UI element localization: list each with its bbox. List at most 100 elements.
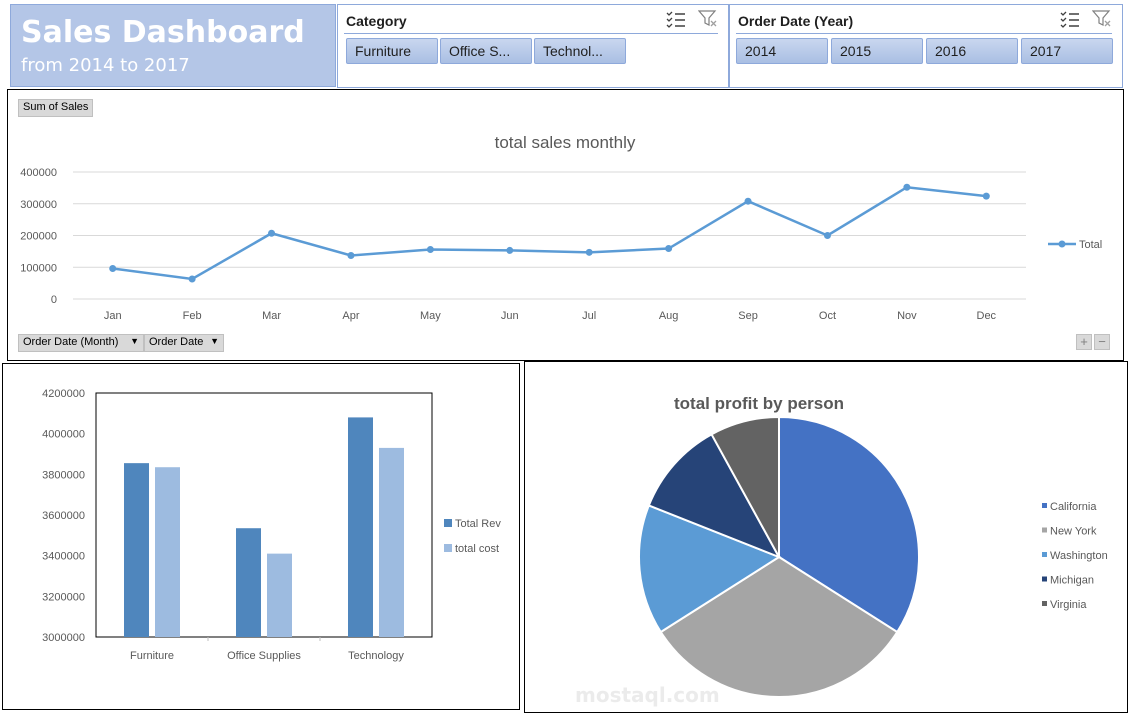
x-tick-label: Office Supplies xyxy=(227,650,301,662)
dropdown-arrow-icon: ▼ xyxy=(130,336,139,346)
pie-slice xyxy=(647,432,782,559)
dashboard-title-box: Sales Dashboard from 2014 to 2017 xyxy=(10,4,336,87)
series-line-total xyxy=(112,185,987,281)
legend-swatch xyxy=(1042,503,1047,508)
y-tick-label: 200000 xyxy=(20,231,57,243)
year-slicer: Order Date (Year) 2014 2015 2016 2017 xyxy=(729,4,1123,88)
bar-chart-panel: 3000000 3200000 3400000 3600000 3800000 40000… xyxy=(2,363,520,710)
bar xyxy=(236,528,261,637)
field-button-label: Order Date xyxy=(149,336,204,348)
slicer-item-2017[interactable]: 2017 xyxy=(1021,38,1113,64)
data-point xyxy=(982,192,990,200)
pie-slice xyxy=(638,504,782,634)
bar xyxy=(348,417,373,637)
x-tick-label: Oct xyxy=(819,310,836,322)
bar xyxy=(267,553,292,637)
x-tick-label: Apr xyxy=(342,310,359,322)
y-tick-label: 400000 xyxy=(20,167,57,179)
bar-legend: Total Rev total cost xyxy=(444,518,501,555)
y-tick-label: 100000 xyxy=(20,262,57,274)
x-tick-label: Nov xyxy=(897,310,917,322)
collapse-field-icon[interactable]: − xyxy=(1094,334,1110,350)
legend-swatch xyxy=(1042,576,1047,582)
legend-label: Washington xyxy=(1050,550,1108,562)
svg-text:mostaql.com: mostaql.com xyxy=(575,683,720,707)
data-point xyxy=(188,275,196,283)
legend-label: Virginia xyxy=(1050,599,1087,611)
order-date-month-field-button[interactable]: Order Date (Month) ▼ xyxy=(18,334,144,352)
dashboard-title: Sales Dashboard xyxy=(21,15,305,50)
pie-slice xyxy=(710,415,780,558)
clear-filter-icon[interactable] xyxy=(1092,10,1112,28)
mostaql-watermark-logo: mostaql.com xyxy=(575,683,720,707)
legend-label: Michigan xyxy=(1050,575,1094,587)
data-point xyxy=(665,245,673,253)
legend-swatch-total-cost xyxy=(444,544,452,552)
legend-label: California xyxy=(1050,501,1097,513)
x-tick-label: May xyxy=(420,310,441,322)
legend-swatch-total-rev xyxy=(444,519,452,527)
slicer-item-2014[interactable]: 2014 xyxy=(736,38,828,64)
x-tick-label: Mar xyxy=(262,310,281,322)
plot-area-border xyxy=(95,392,433,638)
x-tick-label: Jul xyxy=(582,310,596,322)
legend-label: New York xyxy=(1050,526,1097,538)
year-slicer-header: Order Date (Year) xyxy=(738,13,854,29)
bar xyxy=(379,447,404,637)
data-point xyxy=(268,229,276,237)
multi-select-icon[interactable] xyxy=(666,10,686,28)
x-tick-label: Technology xyxy=(348,650,404,662)
slicer-item-furniture[interactable]: Furniture xyxy=(346,38,438,64)
line-chart-title: total sales monthly xyxy=(495,133,636,152)
field-button-label: Order Date (Month) xyxy=(23,336,119,348)
slicer-divider xyxy=(736,33,1112,34)
x-tick-label: Feb xyxy=(183,310,202,322)
category-slicer: Category Furniture Office S... Technol..… xyxy=(337,4,729,88)
expand-field-icon[interactable]: + xyxy=(1076,334,1092,350)
y-tick-label: 3800000 xyxy=(42,469,85,481)
legend-marker xyxy=(1058,240,1066,248)
y-tick-label: 4000000 xyxy=(42,429,85,441)
y-tick-label: 3600000 xyxy=(42,510,85,522)
bar-chart: 3000000 3200000 3400000 3600000 3800000 40000… xyxy=(42,388,501,662)
data-point xyxy=(426,245,434,253)
slicer-item-2016[interactable]: 2016 xyxy=(926,38,1018,64)
line-chart: 0 100000 200000 300000 400000 Jan Feb Mar Apr Ma… xyxy=(20,133,1102,322)
order-date-field-button[interactable]: Order Date ▼ xyxy=(144,334,224,352)
slicer-item-technology[interactable]: Technol... xyxy=(534,38,626,64)
slicer-item-2015[interactable]: 2015 xyxy=(831,38,923,64)
legend-swatch xyxy=(1042,601,1047,606)
bar xyxy=(155,467,180,637)
y-tick-label: 4200000 xyxy=(42,388,85,400)
multi-select-icon[interactable] xyxy=(1060,10,1080,28)
pie-chart: total profit by person California New Yor… xyxy=(575,394,1108,707)
data-point xyxy=(506,246,514,254)
x-tick-label: Aug xyxy=(659,310,679,322)
y-tick-label: 300000 xyxy=(20,199,57,211)
data-point xyxy=(347,252,355,260)
line-legend: Total xyxy=(1048,239,1102,251)
y-tick-label: 0 xyxy=(51,294,57,306)
x-tick-label: Furniture xyxy=(130,650,174,662)
data-point xyxy=(823,232,831,239)
line-chart-panel: Sum of Sales 0 100000 200000 300000 400000 J… xyxy=(7,89,1124,361)
legend-label-total-rev: Total Rev xyxy=(455,518,501,530)
x-tick-label: Sep xyxy=(738,310,758,322)
slicer-item-office-supplies[interactable]: Office S... xyxy=(440,38,532,64)
sum-of-sales-field-button[interactable]: Sum of Sales xyxy=(18,99,94,117)
dashboard-subtitle: from 2014 to 2017 xyxy=(21,55,190,76)
legend-swatch xyxy=(1042,527,1047,533)
pie-chart-panel: total profit by person California New Yor… xyxy=(524,361,1128,713)
clear-filter-icon[interactable] xyxy=(698,10,718,28)
x-tick-label: Jun xyxy=(501,310,519,322)
slicer-divider xyxy=(344,33,718,34)
x-tick-label: Dec xyxy=(977,310,997,322)
pie-chart-title: total profit by person xyxy=(674,394,844,413)
y-tick-label: 3000000 xyxy=(42,632,85,644)
legend-label-total-cost: total cost xyxy=(455,543,499,555)
legend-label-total: Total xyxy=(1079,239,1102,251)
category-slicer-header: Category xyxy=(346,13,407,29)
data-point xyxy=(903,183,911,191)
dropdown-arrow-icon: ▼ xyxy=(210,336,219,346)
legend-swatch xyxy=(1042,552,1047,557)
